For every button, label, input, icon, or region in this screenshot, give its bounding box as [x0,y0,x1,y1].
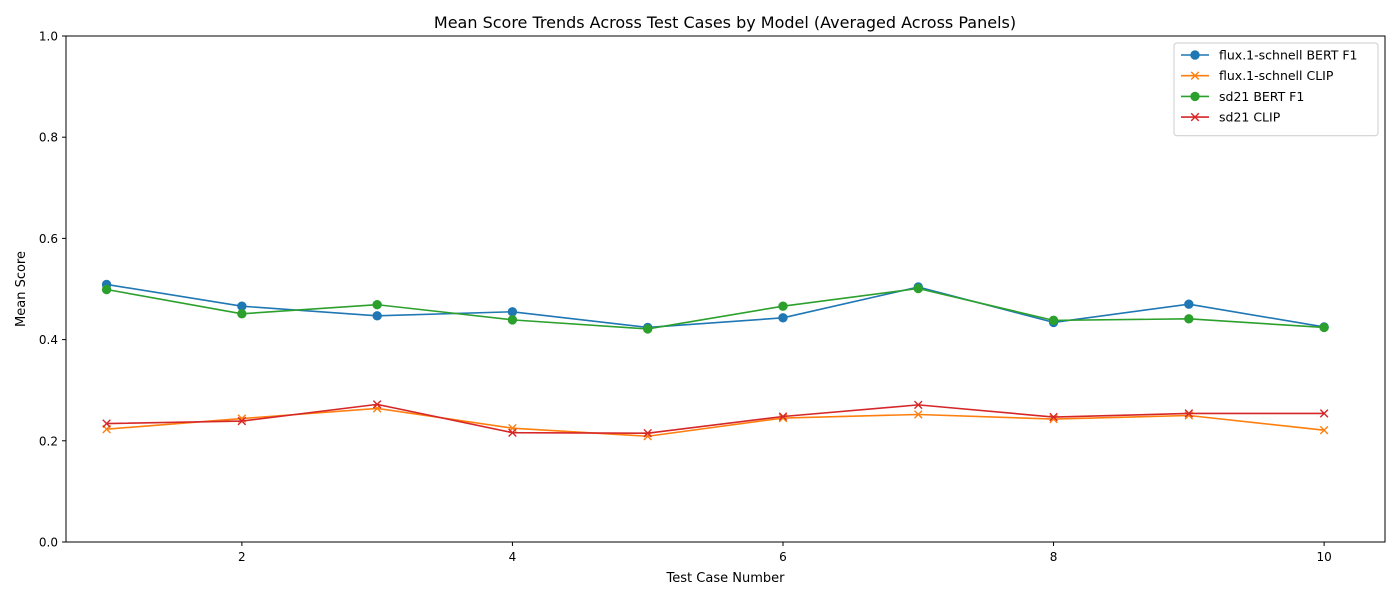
series-4 [102,400,1329,438]
legend-swatch-marker [1190,112,1200,122]
legend-label: sd21 CLIP [1219,110,1281,125]
chart-title: Mean Score Trends Across Test Cases by M… [434,13,1016,32]
legend-box [1173,42,1379,137]
data-point-x [1319,425,1329,435]
x-tick-label: 2 [238,550,246,564]
series-line [106,283,1325,329]
y-tick-label: 0.2 [39,434,58,448]
legend-swatch-marker [1190,91,1200,102]
data-point-x [778,412,788,421]
data-point-x [102,419,111,428]
legend: flux.1-schnell BERT F1 flux.1-schnell CLI… [1173,42,1379,137]
data-point-circle [1319,322,1329,333]
legend-swatch-marker [1190,71,1200,80]
data-point-circle [1184,314,1194,324]
data-point-x [508,428,517,437]
x-tick-label: 8 [1050,550,1058,564]
legend-label: flux.1-schnell CLIP [1219,68,1334,83]
data-point-x [237,416,247,426]
y-axis-label: Mean Score [14,251,29,327]
x-tick-label: 10 [1316,550,1331,564]
data-point-circle [372,299,382,310]
data-point-circle [507,315,518,325]
data-point-x [913,410,923,419]
series-line [106,287,1325,330]
legend-entry: sd21 CLIP [1181,110,1281,125]
data-point-circle [237,309,247,319]
legend-entry: flux.1-schnell BERT F1 [1181,48,1357,63]
data-point-circle [1184,299,1194,309]
series-line [106,403,1325,435]
plot-area-frame [65,35,1386,543]
series-line [106,407,1325,438]
data-point-x [1184,409,1194,418]
legend-entry: flux.1-schnell CLIP [1181,68,1334,83]
data-point-x [372,404,382,413]
data-point-circle [372,311,382,321]
data-point-circle [101,284,112,295]
series-2 [102,404,1329,441]
series-1 [101,279,1329,333]
legend-swatch-marker [1190,50,1200,60]
data-point-circle [643,324,653,334]
data-point-x [1319,409,1329,418]
data-point-x [913,400,923,410]
legend-entry: sd21 BERT F1 [1181,89,1304,104]
x-tick-label: 6 [779,550,787,564]
y-tick-label: 0.8 [39,131,58,145]
y-tick-label: 0.0 [39,536,58,550]
data-point-circle [913,283,923,294]
data-point-x [372,400,382,409]
legend-label: flux.1-schnell BERT F1 [1219,48,1357,63]
data-point-x [1049,412,1058,422]
x-axis-label: Test Case Number [666,571,786,586]
y-tick-label: 1.0 [39,30,58,44]
y-tick-label: 0.4 [39,333,58,347]
data-point-circle [778,301,788,311]
data-point-circle [778,313,788,323]
data-point-circle [507,307,518,317]
data-point-x [643,428,653,438]
series-3 [101,283,1329,334]
legend-label: sd21 BERT F1 [1219,89,1304,104]
y-tick-label: 0.6 [39,232,58,246]
data-point-circle [1048,315,1059,326]
x-tick-label: 4 [509,550,517,564]
